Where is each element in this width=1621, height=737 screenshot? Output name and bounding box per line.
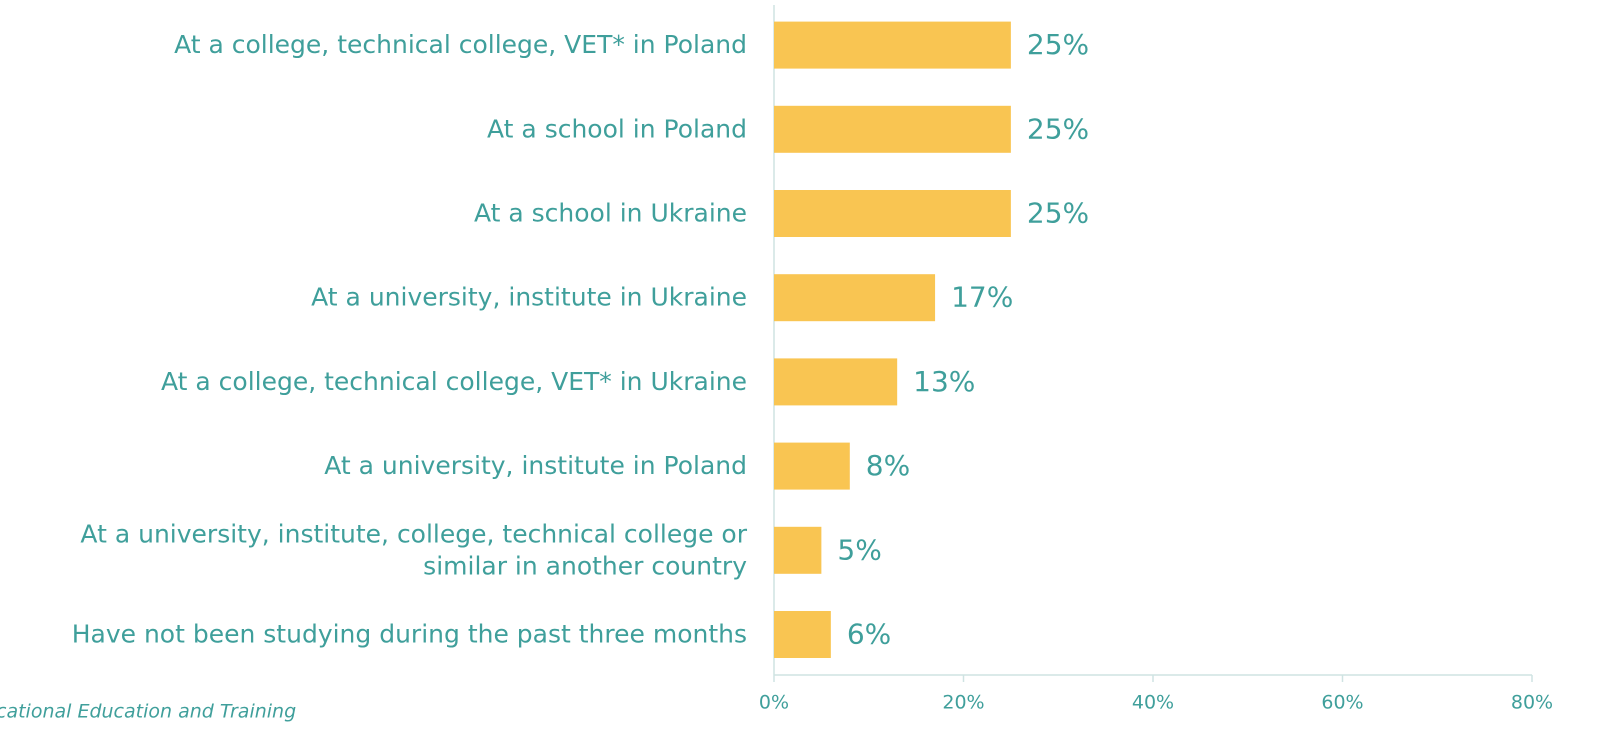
value-label: 13% [913,365,975,398]
x-tick-label: 40% [1132,692,1174,714]
x-tick-label: 60% [1321,692,1363,714]
category-label: At a university, institute, college, tec… [80,519,747,580]
bar [774,274,936,322]
bar [774,526,822,574]
footnote: cational Education and Training [0,701,296,723]
bar [774,105,1011,153]
bar [774,611,831,658]
value-label: 8% [866,449,910,482]
value-label: 25% [1027,197,1089,230]
value-label: 17% [951,281,1013,314]
bar [774,190,1011,237]
value-label: 25% [1027,28,1089,61]
bar [774,442,850,490]
category-label: At a college, technical college, VET* in… [161,367,747,396]
category-label: At a university, institute in Ukraine [311,283,747,312]
x-tick-label: 20% [942,692,984,714]
category-label: At a university, institute in Poland [324,451,747,480]
value-label: 6% [847,618,891,651]
bar [774,21,1011,69]
value-label: 25% [1027,112,1089,145]
category-label: Have not been studying during the past t… [72,620,747,649]
category-label: At a college, technical college, VET* in… [174,30,747,59]
x-tick-label: 0% [759,692,789,714]
category-label: At a school in Ukraine [474,199,747,228]
x-tick-label: 80% [1511,692,1553,714]
bar [774,358,898,406]
category-label: At a school in Poland [487,114,747,143]
value-label: 5% [837,533,881,566]
